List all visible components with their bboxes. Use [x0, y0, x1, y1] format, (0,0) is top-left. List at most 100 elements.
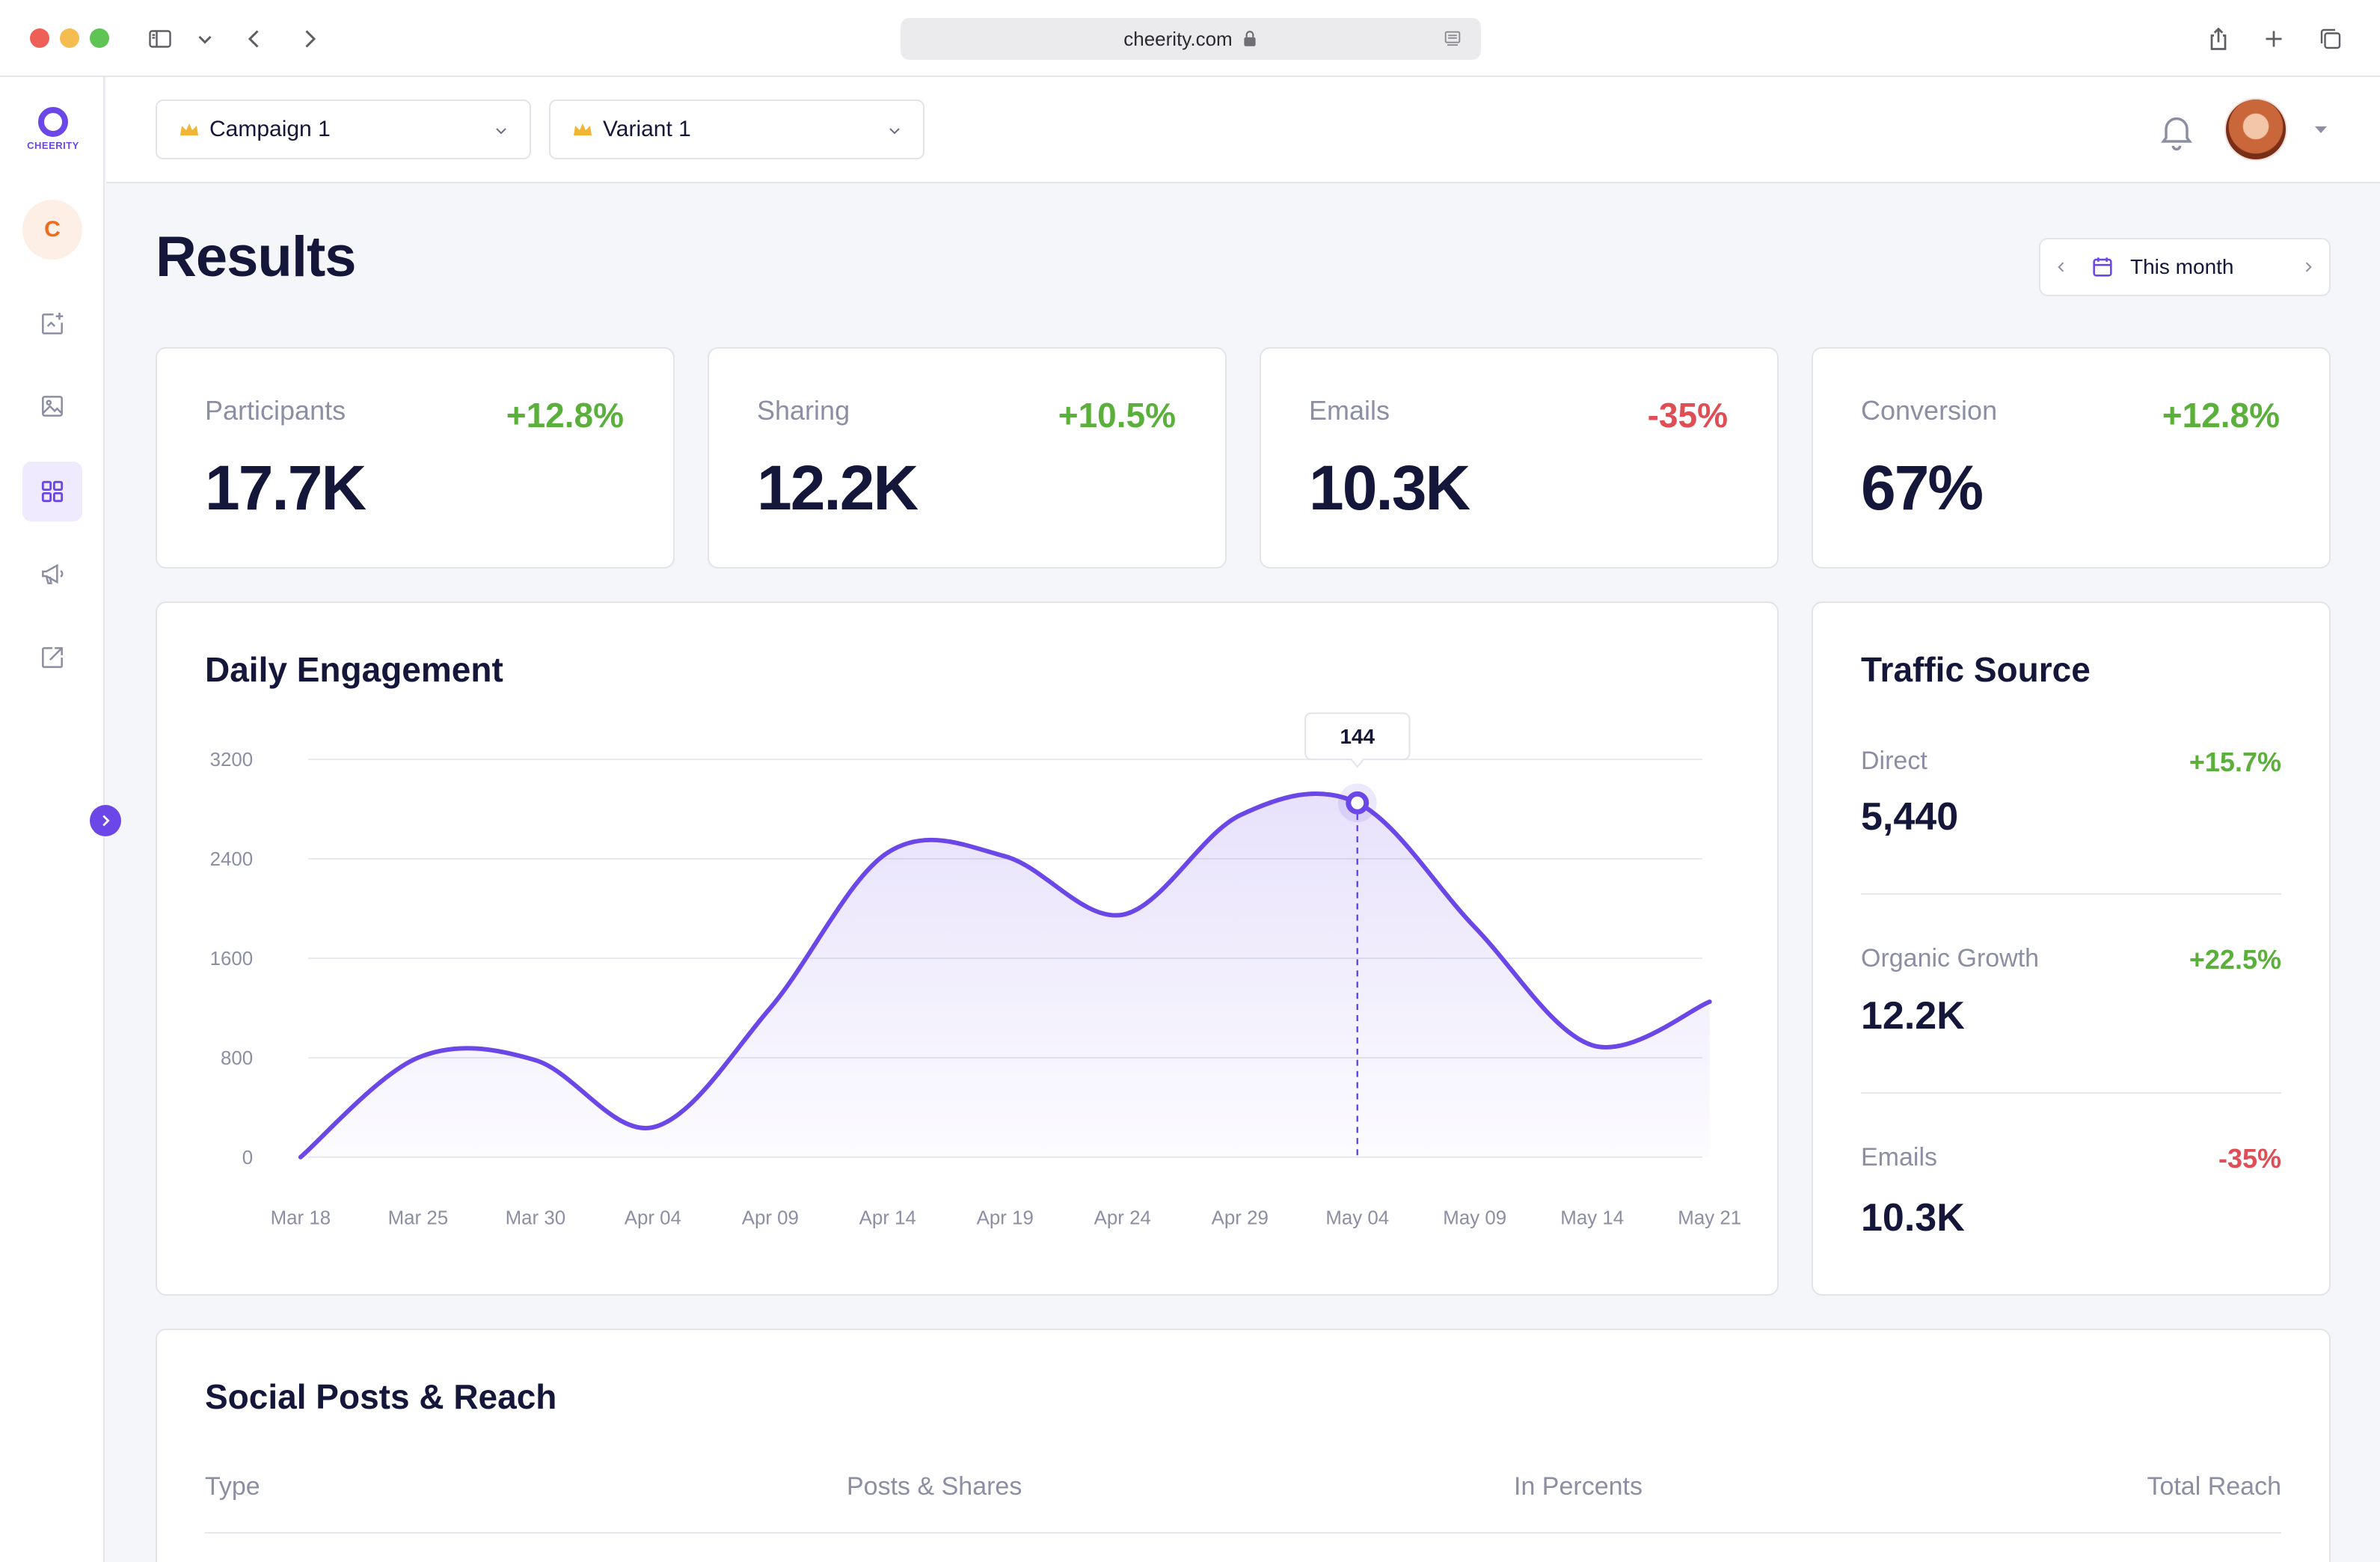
megaphone-icon — [42, 563, 64, 584]
x-tick-label: Apr 24 — [1094, 1207, 1151, 1228]
divider — [1861, 893, 2281, 895]
date-range-label[interactable]: This month — [2130, 255, 2234, 278]
hover-point[interactable] — [1346, 791, 1370, 815]
x-tick-label: Apr 04 — [625, 1207, 681, 1228]
y-tick-label: 1600 — [210, 949, 254, 970]
chevron-down-icon — [496, 128, 506, 135]
sidebar-item-results[interactable] — [22, 462, 82, 521]
sidebar-item-create[interactable] — [22, 294, 82, 354]
logo-ring-icon — [38, 107, 68, 137]
table-header-divider — [205, 1532, 2281, 1534]
maximize-window-button[interactable] — [90, 28, 109, 48]
y-tick-label: 3200 — [210, 750, 254, 771]
back-icon[interactable] — [238, 22, 271, 55]
stat-value: 10.3K — [1309, 453, 1470, 523]
x-tick-label: Mar 30 — [506, 1207, 566, 1228]
new-tab-icon[interactable] — [2257, 22, 2290, 55]
next-period-button[interactable] — [2287, 239, 2329, 295]
brand-name: CHEERITY — [27, 140, 79, 151]
address-bar[interactable]: cheerity.com — [901, 18, 1481, 60]
crown-icon — [180, 123, 198, 135]
sidebar-toggle-icon[interactable] — [144, 22, 177, 55]
traffic-value-emails: 10.3K — [1861, 1196, 1965, 1240]
x-tick-label: May 09 — [1443, 1207, 1506, 1228]
tab-overview-icon[interactable] — [2314, 22, 2347, 55]
previous-period-button[interactable] — [2040, 239, 2082, 295]
sidebar-item-media[interactable] — [22, 376, 82, 436]
expand-sidebar-button[interactable] — [90, 805, 121, 836]
stat-value: 67% — [1861, 453, 1984, 523]
top-header: Campaign 1 Variant 1 — [106, 77, 2380, 183]
traffic-delta-direct: +15.7% — [2189, 747, 2281, 777]
lock-icon — [1244, 31, 1256, 46]
y-tick-label: 800 — [221, 1048, 253, 1069]
campaign-select[interactable]: Campaign 1 — [156, 99, 531, 159]
sidebar-item-campaigns[interactable] — [22, 544, 82, 604]
traffic-label-organic: Organic Growth — [1861, 944, 2040, 973]
stat-label: Sharing — [757, 395, 850, 426]
stat-card-emails[interactable]: Emails -35% 10.3K — [1260, 347, 1779, 569]
chevron-left-icon — [2058, 262, 2064, 272]
traffic-source-card: Traffic Source Direct +15.7% 5,440 Organ… — [1812, 601, 2331, 1296]
stat-value: 12.2K — [757, 453, 918, 523]
x-tick-label: May 21 — [1678, 1207, 1741, 1228]
column-header-in-percents[interactable]: In Percents — [1514, 1472, 1643, 1501]
caret-down-icon[interactable] — [2313, 123, 2329, 135]
minimize-window-button[interactable] — [60, 28, 79, 48]
y-tick-label: 0 — [242, 1148, 253, 1169]
social-title: Social Posts & Reach — [205, 1377, 557, 1416]
brand-logo[interactable]: CHEERITY — [19, 107, 87, 159]
date-range-picker: This month — [2039, 238, 2331, 296]
traffic-label-emails: Emails — [1861, 1143, 1938, 1172]
traffic-label-direct: Direct — [1861, 747, 1927, 775]
stat-label: Emails — [1309, 395, 1390, 426]
x-tick-label: Mar 25 — [388, 1207, 449, 1228]
stat-delta: +12.8% — [2162, 396, 2280, 435]
traffic-delta-organic: +22.5% — [2189, 944, 2281, 975]
browser-toolbar: cheerity.com — [0, 0, 2380, 77]
close-window-button[interactable] — [30, 28, 49, 48]
column-header-total-reach[interactable]: Total Reach — [2147, 1472, 2281, 1501]
stat-delta: -35% — [1647, 396, 1728, 435]
variant-select[interactable]: Variant 1 — [549, 99, 924, 159]
daily-engagement-chart[interactable]: 0 800 1600 2400 3200 Mar 18 Mar 25 Mar 30 Apr 0… — [157, 603, 1783, 1294]
variant-select-value: Variant 1 — [603, 117, 691, 141]
stat-card-participants[interactable]: Participants +12.8% 17.7K — [156, 347, 675, 569]
stat-card-conversion[interactable]: Conversion +12.8% 67% — [1812, 347, 2331, 569]
stat-label: Conversion — [1861, 395, 1998, 426]
stat-delta: +10.5% — [1058, 396, 1176, 435]
page-title: Results — [156, 225, 357, 289]
chevron-down-icon[interactable] — [190, 22, 220, 55]
share-icon[interactable] — [2202, 22, 2235, 55]
x-tick-label: Apr 19 — [977, 1207, 1034, 1228]
stat-card-sharing[interactable]: Sharing +10.5% 12.2K — [708, 347, 1227, 569]
stat-label: Participants — [205, 395, 346, 426]
reader-icon[interactable] — [1442, 28, 1463, 49]
traffic-source-title: Traffic Source — [1861, 650, 2091, 689]
tooltip-pointer — [1348, 757, 1367, 768]
campaign-select-value: Campaign 1 — [209, 117, 331, 141]
divider — [1861, 1092, 2281, 1094]
stat-delta: +12.8% — [506, 396, 624, 435]
daily-engagement-card: Daily Engagement 0 800 1600 2400 3200 Mar 18… — [156, 601, 1779, 1296]
tooltip-value: 144 — [1340, 725, 1375, 748]
chevron-down-icon — [889, 128, 900, 135]
account-avatar[interactable]: C — [22, 200, 82, 260]
chart-area-fill — [300, 793, 1710, 1157]
column-header-posts-shares[interactable]: Posts & Shares — [847, 1472, 1022, 1501]
grid-icon — [41, 480, 64, 503]
crown-icon — [574, 123, 592, 135]
sidebar-item-external[interactable] — [22, 628, 82, 687]
url-text: cheerity.com — [1123, 27, 1233, 50]
external-link-icon — [42, 647, 63, 668]
bell-icon[interactable] — [2156, 110, 2197, 152]
x-tick-label: May 14 — [1560, 1207, 1624, 1228]
forward-icon[interactable] — [293, 22, 326, 55]
x-tick-label: Apr 29 — [1212, 1207, 1269, 1228]
user-avatar[interactable] — [2224, 98, 2287, 161]
column-header-type[interactable]: Type — [205, 1472, 260, 1501]
social-posts-card: Social Posts & Reach Type Posts & Shares… — [156, 1329, 2331, 1562]
x-tick-label: Mar 18 — [271, 1207, 331, 1228]
sidebar: CHEERITY C — [0, 77, 105, 1562]
x-tick-label: May 04 — [1325, 1207, 1389, 1228]
